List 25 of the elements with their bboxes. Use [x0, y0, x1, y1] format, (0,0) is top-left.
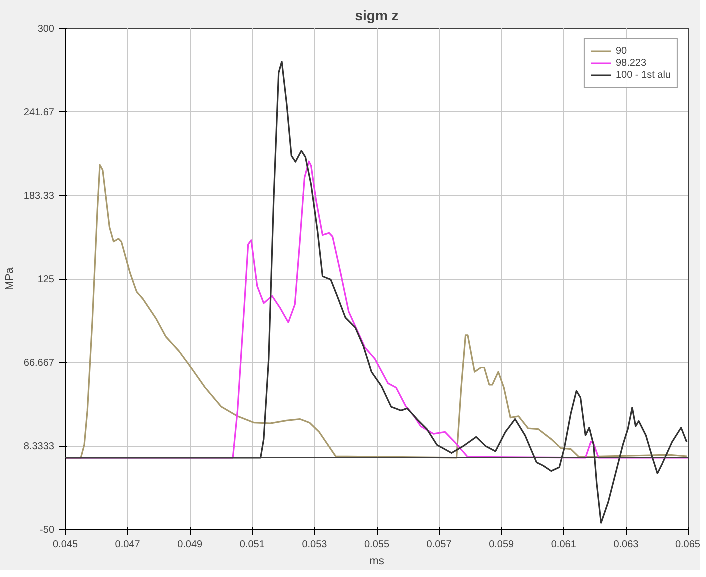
x-tick-label: 0.057 [426, 540, 452, 550]
y-tick-label: 66.667 [24, 358, 55, 369]
y-tick-label: 300 [38, 24, 55, 35]
chart-title: sigm z [355, 8, 399, 24]
x-axis-title: ms [370, 556, 385, 568]
line-series [66, 61, 688, 524]
y-tick-label: 8.3333 [24, 442, 55, 452]
legend-label: 90 [616, 45, 628, 57]
x-tick-label: 0.065 [675, 540, 701, 550]
x-tick-label: 0.053 [302, 540, 328, 550]
legend-label: 98.223 [616, 57, 647, 69]
legend-label: 100 - 1st alu [616, 69, 671, 81]
y-tick-label: 183.33 [24, 191, 55, 202]
x-tick-label: 0.051 [240, 540, 266, 550]
x-tick-label: 0.045 [52, 540, 78, 550]
y-axis-title: MPa [4, 266, 16, 290]
x-tick-label: 0.047 [115, 540, 141, 550]
x-tick-label: 0.049 [178, 540, 204, 550]
y-tick-label: 241.67 [24, 107, 55, 118]
y-tick-label: 125 [38, 274, 55, 286]
x-tick-label: 0.055 [364, 540, 390, 550]
x-tick-label: 0.059 [489, 540, 515, 550]
x-tick-label: 0.063 [614, 540, 640, 550]
x-tick-label: 0.061 [551, 540, 577, 550]
y-tick-label: -50 [40, 525, 55, 536]
